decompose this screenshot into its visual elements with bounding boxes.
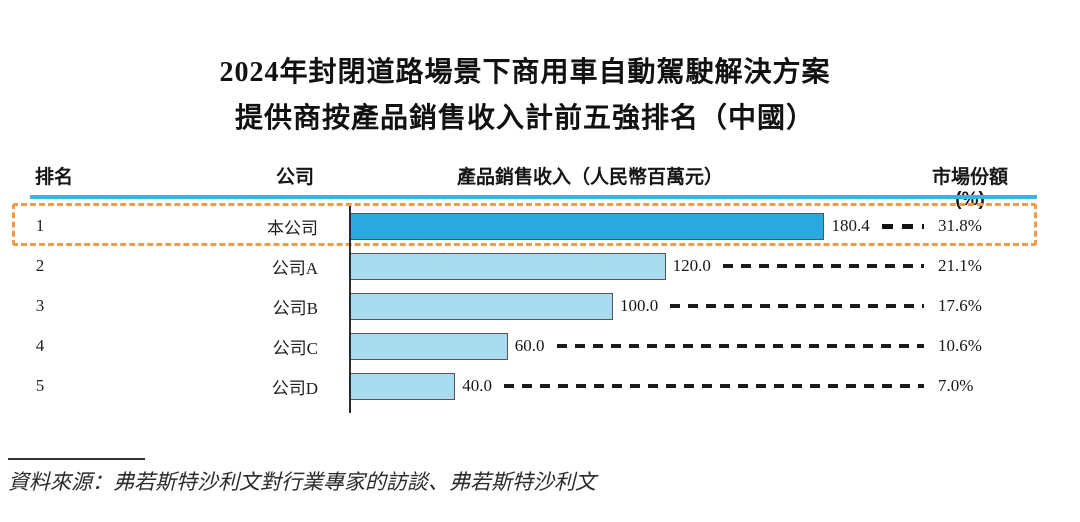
- dashed-leader-line: [670, 304, 924, 308]
- table-row: 5 公司D 40.0 7.0%: [0, 366, 1040, 406]
- company-cell: 公司B: [272, 298, 318, 318]
- source-note: 資料來源：弗若斯特沙利文對行業專家的訪談、弗若斯特沙利文: [8, 470, 596, 494]
- rank-cell: 3: [35, 296, 45, 315]
- revenue-value-label: 40.0: [462, 376, 492, 395]
- company-cell: 本公司: [267, 218, 318, 238]
- rank-cell: 4: [35, 336, 45, 355]
- rank-cell: 1: [35, 216, 45, 235]
- revenue-bar: [350, 252, 666, 280]
- revenue-bar: [350, 332, 508, 360]
- table-row: 3 公司B 100.0 17.6%: [0, 286, 1040, 326]
- chart-rows: 1 本公司 180.4 31.8% 2 公司A 120.0 21.1% 3 公司B 100.0 17.…: [0, 206, 1040, 406]
- revenue-value-label: 120.0: [672, 256, 711, 275]
- company-cell: 公司C: [272, 338, 318, 358]
- company-cell: 公司A: [271, 258, 318, 278]
- source-divider-rule: [8, 458, 145, 460]
- column-header-rank: 排名: [34, 167, 73, 188]
- column-header-revenue: 產品銷售收入（人民幣百萬元）: [456, 167, 723, 188]
- revenue-bar: [350, 292, 613, 320]
- dashed-leader-line: [556, 344, 924, 348]
- chart-title-line2: 提供商按產品銷售收入計前五強排名（中國）: [234, 103, 815, 134]
- chart-title-line1: 2024年封閉道路場景下商用車自動駕駛解決方案: [219, 57, 831, 88]
- table-row: 4 公司C 60.0 10.6%: [0, 326, 1040, 366]
- rank-cell: 2: [35, 256, 45, 275]
- revenue-bar: [350, 212, 825, 240]
- market-share-cell: 10.6%: [938, 336, 982, 355]
- dashed-leader-line: [881, 223, 924, 229]
- revenue-value-label: 180.4: [831, 216, 870, 235]
- company-cell: 公司D: [271, 378, 318, 398]
- rank1-highlight-dashed-box: [12, 203, 1037, 246]
- column-header-company: 公司: [275, 167, 314, 188]
- dashed-leader-line: [503, 384, 924, 388]
- rank-cell: 5: [35, 376, 45, 395]
- table-row: 2 公司A 120.0 21.1%: [0, 246, 1040, 286]
- revenue-value-label: 100.0: [620, 296, 659, 315]
- dashed-leader-line: [722, 264, 924, 268]
- header-underline-rule: [30, 195, 1037, 199]
- market-share-cell: 31.8%: [938, 216, 982, 235]
- table-row: 1 本公司 180.4 31.8%: [0, 206, 1040, 246]
- market-share-cell: 17.6%: [938, 296, 982, 315]
- revenue-bar: [350, 372, 456, 400]
- revenue-value-label: 60.0: [514, 336, 545, 355]
- market-share-cell: 7.0%: [938, 376, 974, 395]
- market-share-cell: 21.1%: [938, 256, 982, 275]
- bar-chart-axis-line: [349, 206, 351, 413]
